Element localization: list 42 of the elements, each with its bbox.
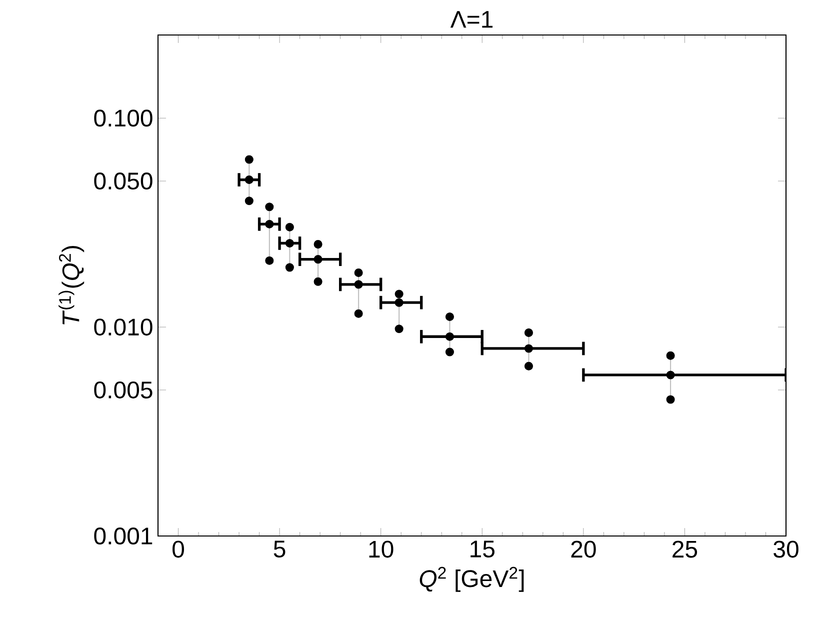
point xyxy=(394,324,404,334)
point xyxy=(244,176,254,184)
point xyxy=(244,196,254,206)
y-tick-label: 0.005 xyxy=(94,381,152,398)
point xyxy=(394,298,404,307)
x-tick-label: 20 xyxy=(571,540,596,558)
x-tick-label: 10 xyxy=(369,540,394,558)
point xyxy=(666,351,675,360)
y-tick-label: 0.010 xyxy=(94,318,152,336)
point xyxy=(265,202,274,212)
y-tick-label: 0.100 xyxy=(94,110,152,127)
point xyxy=(314,255,322,264)
x-tick-label: 15 xyxy=(470,540,494,558)
x-tick-label: 5 xyxy=(274,540,286,558)
point xyxy=(354,309,363,318)
point xyxy=(314,277,322,286)
y-tick-label: 0.001 xyxy=(94,528,152,544)
point xyxy=(445,348,454,356)
y-axis-title: T$^{(1)}$(Q$^{2}$) xyxy=(58,246,84,324)
x-tick-label: 25 xyxy=(672,540,698,558)
point xyxy=(666,370,675,380)
point xyxy=(265,220,274,228)
point xyxy=(285,263,294,272)
point xyxy=(394,290,404,298)
chart-title: Λ=1 xyxy=(450,11,493,28)
point xyxy=(354,280,363,289)
y-tick-label: 0.050 xyxy=(94,172,152,190)
point xyxy=(524,328,533,337)
point xyxy=(666,395,675,404)
point xyxy=(265,256,274,265)
point xyxy=(524,344,533,353)
point xyxy=(354,268,363,278)
point xyxy=(524,362,533,370)
point xyxy=(314,240,322,249)
point xyxy=(445,332,454,341)
x-tick-label: 30 xyxy=(774,540,798,558)
point xyxy=(285,238,294,248)
point xyxy=(285,222,294,232)
point xyxy=(445,312,454,322)
x-tick-label: 0 xyxy=(172,540,184,558)
x-axis-title: Q$^{2}$ [GeV$^{2}$] xyxy=(420,566,524,592)
point xyxy=(244,155,254,164)
